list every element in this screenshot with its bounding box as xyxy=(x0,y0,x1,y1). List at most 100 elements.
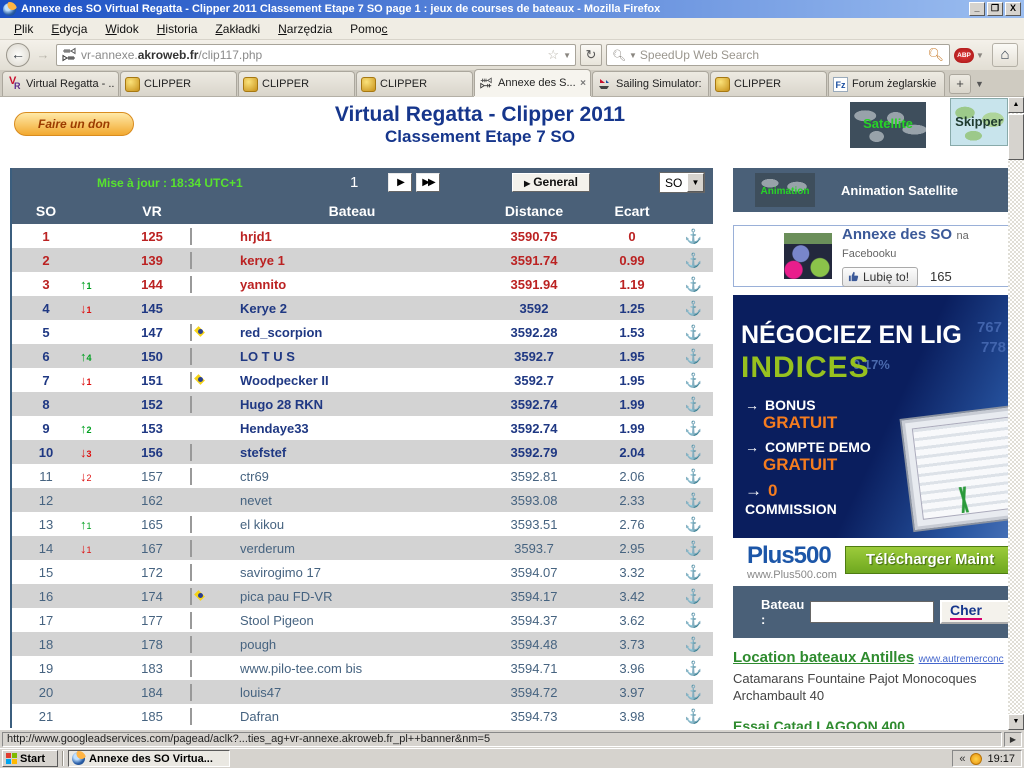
anchor-icon[interactable]: ⚓ xyxy=(684,299,703,316)
browser-tab[interactable]: CLIPPER xyxy=(710,71,827,96)
table-row[interactable]: 2 139 kerye 1 3591.74 0.99 ⚓ xyxy=(12,248,713,272)
anchor-icon[interactable]: ⚓ xyxy=(684,659,703,676)
menu-item[interactable]: Historia xyxy=(156,21,198,36)
boat-name-cell[interactable]: pough xyxy=(240,636,277,652)
adblock-button[interactable]: ABP ▼ xyxy=(954,44,988,66)
boat-name-cell[interactable]: LO T U S xyxy=(240,348,295,364)
start-button[interactable]: Start xyxy=(2,750,58,767)
table-row[interactable]: 8 152 Hugo 28 RKN 3592.74 1.99 ⚓ xyxy=(12,392,713,416)
anchor-icon[interactable]: ⚓ xyxy=(684,323,703,340)
like-button[interactable]: Lubię to! xyxy=(842,266,919,287)
anchor-icon[interactable]: ⚓ xyxy=(684,419,703,436)
boat-name-cell[interactable]: louis47 xyxy=(240,684,282,700)
tab-close-icon[interactable]: × xyxy=(580,77,586,89)
anchor-icon[interactable]: ⚓ xyxy=(684,635,703,652)
search-placeholder[interactable]: SpeedUp Web Search xyxy=(639,48,760,62)
back-button[interactable]: ← xyxy=(6,43,30,67)
boat-name-cell[interactable]: el kikou xyxy=(240,516,285,532)
skipper-map-thumbnail[interactable]: Skipper xyxy=(950,98,1008,146)
general-button[interactable]: ▶ General xyxy=(512,173,590,192)
partial-link-clipped[interactable]: Essai Catad LAGOON 400 xyxy=(733,718,905,729)
forward-button[interactable]: → xyxy=(36,47,50,62)
boat-name-cell[interactable]: pica pau FD-VR xyxy=(240,588,333,604)
table-row[interactable]: 10 ↓3 156 stefstef 3592.79 2.04 ⚓ xyxy=(12,440,713,464)
last-page-button[interactable]: ▶▶ xyxy=(416,173,440,192)
anchor-icon[interactable]: ⚓ xyxy=(684,371,703,388)
table-row[interactable]: 13 ↑1 165 el kikou 3593.51 2.76 ⚓ xyxy=(12,512,713,536)
bookmark-star-icon[interactable]: ☆ xyxy=(547,47,560,62)
boat-name-cell[interactable]: Woodpecker II xyxy=(240,372,329,388)
satellite-map-thumbnail[interactable]: Satellite xyxy=(850,102,926,148)
menu-item[interactable]: Pomoc xyxy=(350,21,388,36)
boat-name-cell[interactable]: Stool Pigeon xyxy=(240,612,314,628)
scroll-up-icon[interactable]: ▲ xyxy=(1008,97,1024,113)
anchor-icon[interactable]: ⚓ xyxy=(684,347,703,364)
animation-map-thumbnail[interactable]: Animation xyxy=(755,173,815,207)
taskbar-task-button[interactable]: Annexe des SO Virtua... xyxy=(68,750,230,767)
location-bateaux-url[interactable]: www.autremerconc xyxy=(918,654,1004,665)
boat-name-cell[interactable]: Kerye 2 xyxy=(240,300,287,316)
browser-tab[interactable]: Fz Forum żeglarskie ... xyxy=(828,71,945,96)
menu-item[interactable]: Widok xyxy=(105,21,139,36)
boat-name-cell[interactable]: ctr69 xyxy=(240,468,269,484)
boat-name-cell[interactable]: hrjd1 xyxy=(240,228,272,244)
scrollbar-thumb[interactable] xyxy=(1008,114,1024,160)
anchor-icon[interactable]: ⚓ xyxy=(684,227,703,244)
page-scrollbar[interactable]: ▲ ▼ xyxy=(1008,97,1024,730)
boat-name-cell[interactable]: savirogimo 17 xyxy=(240,564,321,580)
table-row[interactable]: 11 ↓2 157 ctr69 3592.81 2.06 ⚓ xyxy=(12,464,713,488)
boat-search-button[interactable]: Cher xyxy=(940,600,1008,624)
boat-search-input[interactable] xyxy=(810,601,934,623)
anchor-icon[interactable]: ⚓ xyxy=(684,611,703,628)
table-row[interactable]: 6 ↑4 150 LO T U S 3592.7 1.95 ⚓ xyxy=(12,344,713,368)
menu-item[interactable]: Plik xyxy=(14,21,34,36)
search-go-icon[interactable]: 🔍︎ xyxy=(927,47,944,62)
browser-tab[interactable]: CLIPPER xyxy=(238,71,355,96)
minimize-button[interactable]: _ xyxy=(969,2,985,16)
table-row[interactable]: 4 ↓1 145 Kerye 2 3592 1.25 ⚓ xyxy=(12,296,713,320)
table-row[interactable]: 19 183 www.pilo-tee.com bis 3594.71 3.96… xyxy=(12,656,713,680)
plus500-ad-banner[interactable]: 767 778 0.17% NÉGOCIEZ EN LIG INDICES → B… xyxy=(733,295,1008,538)
menu-item[interactable]: Zakładki xyxy=(215,21,261,36)
anchor-icon[interactable]: ⚓ xyxy=(684,683,703,700)
table-row[interactable]: 3 ↑1 144 yannito 3591.94 1.19 ⚓ xyxy=(12,272,713,296)
table-row[interactable]: 16 174 pica pau FD-VR 3594.17 3.42 ⚓ xyxy=(12,584,713,608)
ranking-type-select[interactable]: SO ▼ xyxy=(659,172,705,193)
browser-tab[interactable]: CLIPPER xyxy=(356,71,473,96)
anchor-icon[interactable]: ⚓ xyxy=(684,539,703,556)
table-row[interactable]: 21 185 Dafran 3594.73 3.98 ⚓ xyxy=(12,704,713,728)
boat-name-cell[interactable]: Dafran xyxy=(240,708,280,724)
list-all-tabs-icon[interactable]: ▼ xyxy=(975,79,984,89)
address-bar[interactable]: vr-annexe.akroweb.fr/clip117.php ☆ ▼ xyxy=(56,44,576,66)
anchor-icon[interactable]: ⚓ xyxy=(684,443,703,460)
boat-name-cell[interactable]: kerye 1 xyxy=(240,252,285,268)
table-row[interactable]: 1 125 hrjd1 3590.75 0 ⚓ xyxy=(12,224,713,248)
boat-name-cell[interactable]: www.pilo-tee.com bis xyxy=(240,660,363,676)
boat-name-cell[interactable]: red_scorpion xyxy=(240,324,323,340)
reload-button[interactable]: ↻ xyxy=(580,44,602,66)
anchor-icon[interactable]: ⚓ xyxy=(684,587,703,604)
update-notification-icon[interactable] xyxy=(970,752,983,765)
new-tab-button[interactable]: + xyxy=(949,74,971,94)
boat-name-cell[interactable]: nevet xyxy=(240,492,272,508)
boat-name-cell[interactable]: verderum xyxy=(240,540,295,556)
table-row[interactable]: 17 177 Stool Pigeon 3594.37 3.62 ⚓ xyxy=(12,608,713,632)
menu-item[interactable]: Narzędzia xyxy=(278,21,333,36)
anchor-icon[interactable]: ⚓ xyxy=(684,275,703,292)
boat-name-cell[interactable]: yannito xyxy=(240,276,287,292)
anchor-icon[interactable]: ⚓ xyxy=(684,563,703,580)
status-right-button[interactable]: ▶ xyxy=(1004,731,1022,747)
url-text[interactable]: vr-annexe.akroweb.fr/clip117.php xyxy=(81,48,263,62)
table-row[interactable]: 9 ↑2 153 Hendaye33 3592.74 1.99 ⚓ xyxy=(12,416,713,440)
boat-name-cell[interactable]: Hendaye33 xyxy=(240,420,309,436)
boat-name-cell[interactable]: stefstef xyxy=(240,444,287,460)
browser-tab[interactable]: Annexe des S... × xyxy=(474,69,591,96)
donate-button[interactable]: Faire un don xyxy=(14,112,134,136)
table-row[interactable]: 14 ↓1 167 verderum 3593.7 2.95 ⚓ xyxy=(12,536,713,560)
search-bar[interactable]: 🔍︎ ▼ SpeedUp Web Search 🔍︎ xyxy=(606,44,950,66)
table-row[interactable]: 5 147 red_scorpion 3592.28 1.53 ⚓ xyxy=(12,320,713,344)
animation-satellite-bar[interactable]: Animation Animation Satellite xyxy=(733,168,1008,212)
close-button[interactable]: X xyxy=(1005,2,1021,16)
table-row[interactable]: 15 172 savirogimo 17 3594.07 3.32 ⚓ xyxy=(12,560,713,584)
